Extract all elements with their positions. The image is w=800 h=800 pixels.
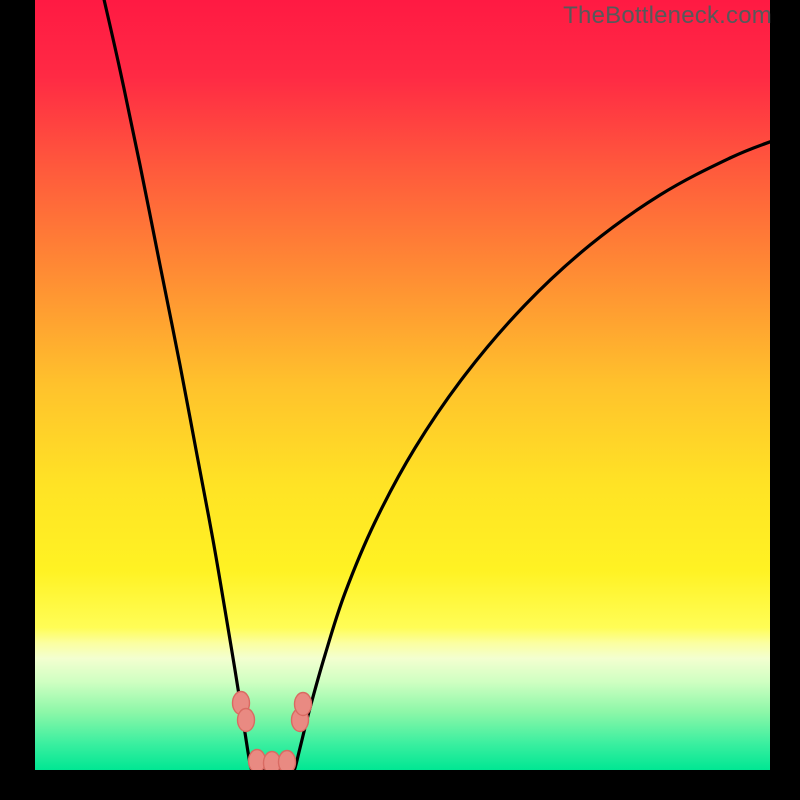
frame-left (0, 0, 35, 800)
curve-layer (35, 0, 770, 770)
data-marker (295, 693, 312, 716)
frame-right (770, 0, 800, 800)
data-marker (279, 751, 296, 771)
plot-area (35, 0, 770, 770)
data-marker (249, 750, 266, 771)
curve-right-branch (293, 140, 770, 770)
curve-left-branch (103, 0, 253, 770)
frame-bottom (0, 770, 800, 800)
watermark-text: TheBottleneck.com (563, 2, 772, 30)
data-marker (238, 709, 255, 732)
